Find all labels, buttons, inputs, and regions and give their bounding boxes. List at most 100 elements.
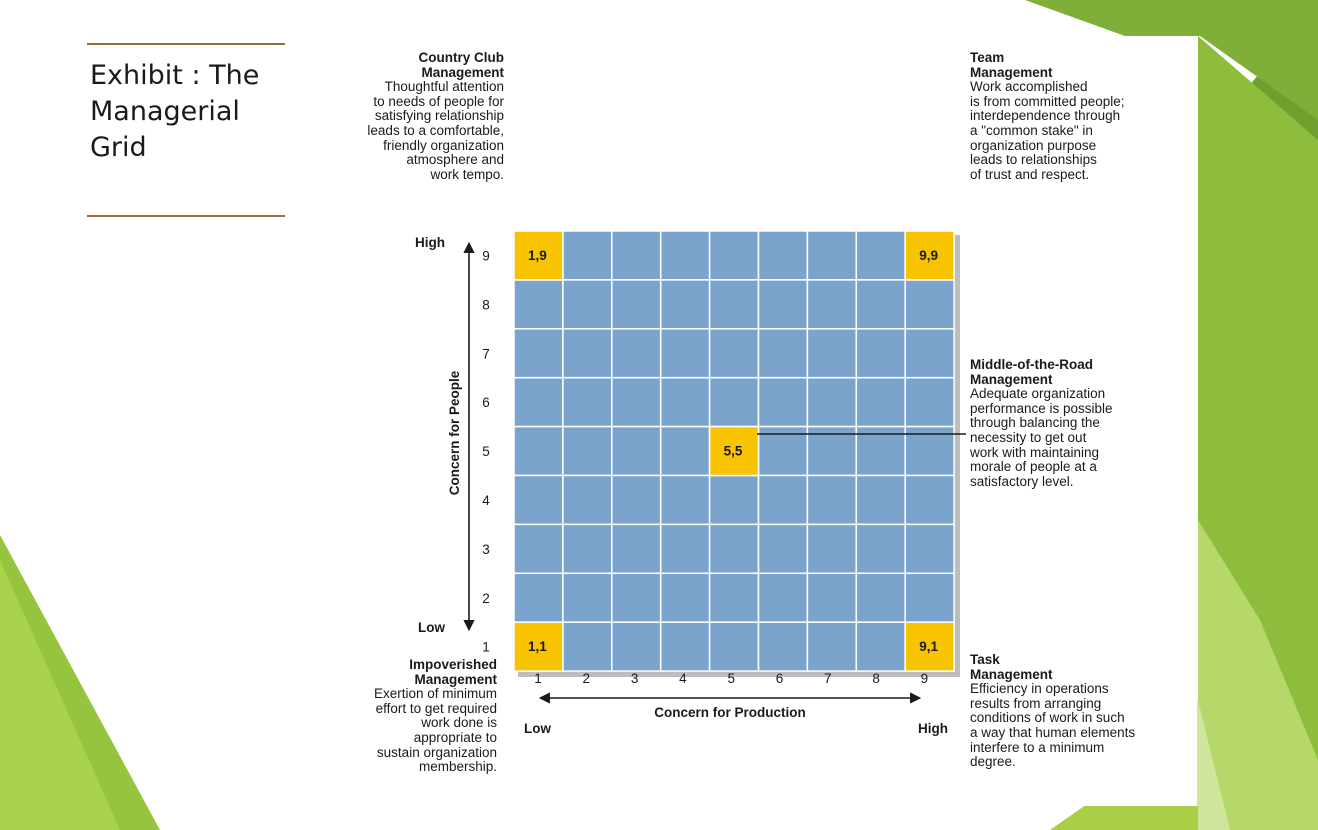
grid-cell bbox=[855, 621, 906, 672]
y-tick-label: 4 bbox=[482, 493, 490, 508]
left-green-facet-light bbox=[0, 560, 120, 830]
grid-cell bbox=[611, 328, 662, 379]
highlight-label-1-1: 1,1 bbox=[528, 639, 547, 654]
grid-cell bbox=[904, 425, 955, 477]
x-tick-label: 4 bbox=[679, 671, 687, 686]
grid-cell bbox=[513, 474, 564, 526]
grid-cell bbox=[513, 572, 564, 623]
grid-cell bbox=[562, 328, 613, 379]
y-tick-label: 2 bbox=[482, 591, 490, 606]
grid-cell bbox=[757, 376, 809, 428]
grid-cell bbox=[806, 279, 858, 330]
grid-cell bbox=[659, 328, 711, 379]
grid-cell bbox=[806, 572, 858, 623]
y-tick-label: 5 bbox=[482, 444, 490, 459]
grid-cell bbox=[855, 572, 906, 623]
middle-road-heading: Middle-of-the-Road Management bbox=[970, 357, 1093, 387]
impoverished-description: Impoverished Management Exertion of mini… bbox=[309, 657, 497, 775]
middle-road-description: Middle-of-the-Road Management Adequate o… bbox=[970, 357, 1190, 489]
grid-cell bbox=[611, 523, 662, 575]
grid-cell bbox=[757, 523, 809, 575]
grid-cell bbox=[708, 621, 760, 672]
grid-cell bbox=[904, 279, 955, 330]
grid-cell bbox=[855, 474, 906, 526]
grid-cell bbox=[562, 425, 613, 477]
grid-cell bbox=[562, 376, 613, 428]
country-club-heading: Country Club Management bbox=[418, 50, 505, 80]
grid-cell bbox=[513, 328, 564, 379]
grid-cell bbox=[562, 230, 613, 281]
grid-cell bbox=[611, 279, 662, 330]
country-club-body: Thoughtful attention to needs of people … bbox=[367, 79, 504, 182]
grid-cell bbox=[757, 572, 809, 623]
y-tick-label: 1 bbox=[482, 640, 490, 655]
title-rule-bottom bbox=[87, 215, 285, 217]
y-axis-high: High bbox=[415, 235, 445, 250]
x-tick-label: 3 bbox=[631, 671, 639, 686]
x-axis-high: High bbox=[918, 721, 948, 736]
grid-cell bbox=[659, 425, 711, 477]
highlight-label-9-9: 9,9 bbox=[919, 248, 938, 263]
grid-cell bbox=[708, 230, 760, 281]
task-heading: Task Management bbox=[970, 652, 1053, 682]
x-tick-label: 6 bbox=[776, 671, 784, 686]
title-rule-top bbox=[87, 43, 285, 45]
grid-cell bbox=[708, 523, 760, 575]
grid-cell bbox=[855, 328, 906, 379]
grid-cell bbox=[708, 572, 760, 623]
y-tick-label: 7 bbox=[482, 346, 490, 361]
grid-cell bbox=[513, 425, 564, 477]
highlight-cell-1-1 bbox=[513, 621, 564, 672]
grid-cell bbox=[659, 376, 711, 428]
grid-cell bbox=[562, 572, 613, 623]
grid-cell bbox=[855, 230, 906, 281]
grid-cell bbox=[562, 279, 613, 330]
highlight-cell-1-9 bbox=[513, 230, 564, 281]
highlight-cell-9-1 bbox=[904, 621, 955, 672]
grid-cell bbox=[562, 474, 613, 526]
x-axis-label: Concern for Production bbox=[654, 705, 806, 720]
grid-cell bbox=[757, 279, 809, 330]
y-axis-low: Low bbox=[418, 620, 445, 635]
x-axis-ticks: 1 2 3 4 5 6 7 8 9 bbox=[534, 671, 928, 686]
grid-cell bbox=[659, 572, 711, 623]
grid-cell bbox=[757, 230, 809, 281]
highlight-label-1-9: 1,9 bbox=[528, 248, 547, 263]
team-body: Work accomplished is from committed peop… bbox=[970, 79, 1125, 182]
grid-cell bbox=[611, 572, 662, 623]
middle-road-body: Adequate organization performance is pos… bbox=[970, 386, 1113, 489]
x-tick-label: 1 bbox=[534, 671, 542, 686]
grid-cell bbox=[757, 474, 809, 526]
y-tick-label: 3 bbox=[482, 542, 490, 557]
grid-cell bbox=[513, 279, 564, 330]
highlight-cell-5-5 bbox=[708, 425, 760, 477]
y-axis-ticks: 9 8 7 6 5 4 3 2 1 bbox=[482, 248, 490, 654]
grid-cell bbox=[806, 425, 858, 477]
grid-cell bbox=[611, 621, 662, 672]
right-facet-light bbox=[1198, 520, 1318, 830]
grid-cell bbox=[659, 474, 711, 526]
grid-cell bbox=[855, 523, 906, 575]
grid-cell bbox=[708, 376, 760, 428]
managerial-grid: 1,9 9,9 5,5 1,1 9,1 High Low Concern for Peo… bbox=[415, 230, 966, 736]
task-description: Task Management Efficiency in operations… bbox=[970, 652, 1195, 770]
y-tick-label: 9 bbox=[482, 248, 490, 263]
grid-cell bbox=[562, 621, 613, 672]
x-tick-label: 2 bbox=[583, 671, 591, 686]
grid-cell bbox=[611, 425, 662, 477]
managerial-grid-figure: Country Club Management Thoughtful atten… bbox=[304, 36, 1197, 806]
grid-cell bbox=[757, 328, 809, 379]
highlight-label-9-1: 9,1 bbox=[919, 639, 938, 654]
right-facet-top bbox=[1025, 0, 1318, 120]
grid-cell bbox=[904, 523, 955, 575]
x-tick-label: 9 bbox=[921, 671, 929, 686]
grid-cell bbox=[904, 376, 955, 428]
grid-cell bbox=[611, 474, 662, 526]
y-tick-label: 8 bbox=[482, 297, 490, 312]
grid-cell bbox=[806, 474, 858, 526]
highlight-cell-9-9 bbox=[904, 230, 955, 281]
grid-cell bbox=[708, 474, 760, 526]
grid-cell bbox=[806, 230, 858, 281]
y-tick-label: 6 bbox=[482, 395, 490, 410]
